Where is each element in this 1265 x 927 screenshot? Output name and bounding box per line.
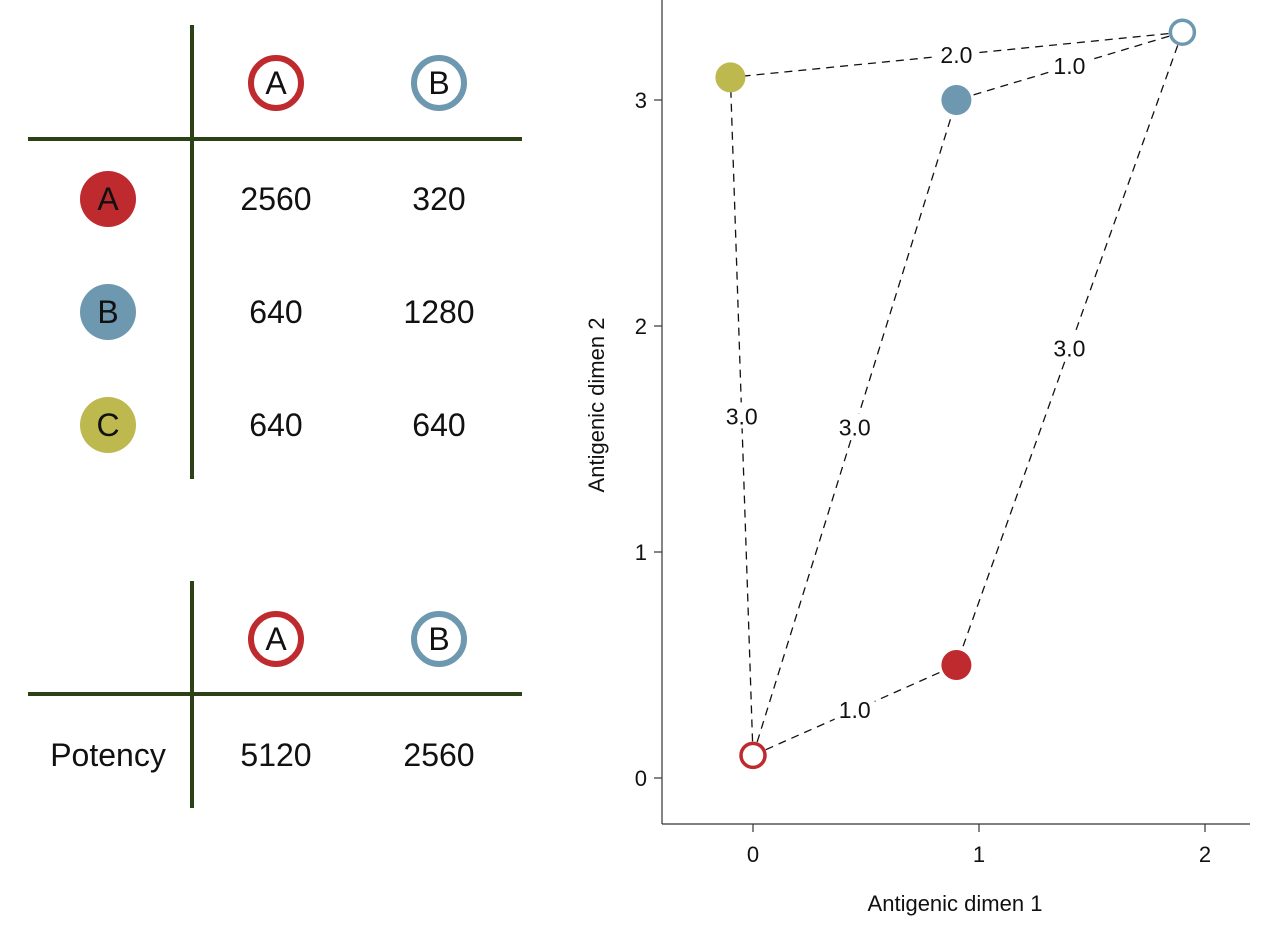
distance-label-bg-0 (834, 696, 875, 723)
y-tick-label-3: 3 (635, 88, 647, 113)
titer-table-col-header-label-b: B (428, 65, 449, 101)
x-tick-label-2: 2 (1199, 842, 1211, 867)
distance-label-bg-5 (936, 40, 977, 67)
distance-label-a-serum-to-c-antigen: 3.0 (726, 403, 758, 429)
titer-table-row-antigen-a-icon (80, 171, 136, 227)
distance-line-a-serum-to-a-antigen (752, 664, 957, 756)
distance-label-bg-3 (1049, 334, 1090, 361)
titer-table-row-label-c: C (96, 407, 119, 443)
potency-table-col-header-label-b: B (428, 621, 449, 657)
antigen-point-a (941, 650, 972, 680)
titer-table-row-label-a: A (97, 181, 119, 217)
titer-table-cell-c-b: 640 (412, 407, 465, 443)
titer-table-cell-b-a: 640 (249, 294, 302, 330)
titer-table-cell-a-a: 2560 (240, 181, 311, 217)
serum-point-a (739, 741, 767, 770)
titer-table-cell-a-b: 320 (412, 181, 465, 217)
serum-point-b (1168, 18, 1197, 46)
titer-table-row-label-b: B (97, 294, 118, 330)
titer-table-col-header-serum-b-icon (411, 55, 467, 111)
x-tick-label-0: 0 (747, 842, 759, 867)
distance-label-a-serum-to-a-antigen: 1.0 (839, 697, 871, 723)
x-tick-label-1: 1 (973, 842, 985, 867)
distance-label-b-serum-to-a-antigen: 3.0 (1053, 336, 1085, 362)
potency-table-cell-a: 5120 (240, 737, 311, 773)
titer-table-col-header-serum-a-icon (248, 55, 304, 111)
distance-label-b-serum-to-b-antigen: 1.0 (1053, 53, 1085, 79)
potency-table-col-header-label-a: A (265, 621, 287, 657)
distance-label-bg-2 (721, 402, 762, 429)
y-axis-title: Antigenic dimen 2 (584, 318, 609, 493)
y-tick-label-2: 2 (635, 314, 647, 339)
titer-tables: A B A 2560 320 B 640 1280 C 640 640 A B Potency 5120 25… (28, 25, 522, 808)
distance-label-bg-4 (1049, 52, 1090, 79)
titer-table-row-antigen-c-icon (80, 397, 136, 453)
y-tick-label-0: 0 (635, 766, 647, 791)
distance-label-a-serum-to-b-antigen: 3.0 (839, 415, 871, 441)
antigen-point-c (715, 62, 746, 93)
distance-label-bg-1 (834, 413, 875, 440)
potency-table-col-header-serum-a-icon (248, 611, 304, 667)
potency-table-row-label: Potency (50, 737, 166, 773)
x-axis-title: Antigenic dimen 1 (868, 891, 1043, 916)
titer-table-row-antigen-b-icon (80, 284, 136, 340)
titer-table-col-header-label-a: A (265, 65, 287, 101)
titer-table-cell-b-b: 1280 (403, 294, 474, 330)
distance-label-b-serum-to-c-antigen: 2.0 (940, 42, 972, 68)
potency-table-col-header-serum-b-icon (411, 611, 467, 667)
antigen-point-b (941, 85, 972, 115)
potency-table-cell-b: 2560 (403, 737, 474, 773)
antigenic-map-chart: 0 1 2 0 1 2 3 Antigenic dimen 1 Antigenic dimen … (584, 0, 1250, 916)
y-tick-label-1: 1 (635, 540, 647, 565)
titer-table-cell-c-a: 640 (249, 407, 302, 443)
